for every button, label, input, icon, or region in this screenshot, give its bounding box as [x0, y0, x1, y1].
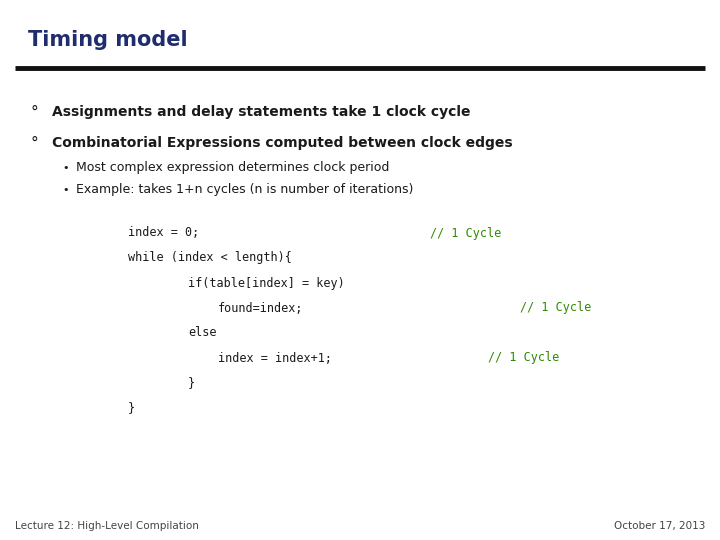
Text: Assignments and delay statements take 1 clock cycle: Assignments and delay statements take 1 … [52, 105, 470, 119]
Text: Timing model: Timing model [28, 30, 188, 50]
Text: if(table[index] = key): if(table[index] = key) [188, 276, 345, 289]
Text: // 1 Cycle: // 1 Cycle [520, 301, 591, 314]
Text: •: • [62, 185, 68, 195]
Text: // 1 Cycle: // 1 Cycle [488, 352, 559, 365]
Text: Combinatorial Expressions computed between clock edges: Combinatorial Expressions computed betwe… [52, 136, 513, 150]
Text: Lecture 12: High-Level Compilation: Lecture 12: High-Level Compilation [15, 521, 199, 531]
Text: }: } [188, 376, 195, 389]
Text: index = 0;: index = 0; [128, 226, 199, 240]
Text: October 17, 2013: October 17, 2013 [613, 521, 705, 531]
Text: •: • [62, 163, 68, 173]
Text: else: else [188, 327, 217, 340]
Text: °: ° [30, 136, 37, 151]
Text: while (index < length){: while (index < length){ [128, 252, 292, 265]
Text: // 1 Cycle: // 1 Cycle [430, 226, 501, 240]
Text: Example: takes 1+n cycles (n is number of iterations): Example: takes 1+n cycles (n is number o… [76, 184, 413, 197]
Text: }: } [128, 402, 135, 415]
Text: index = index+1;: index = index+1; [218, 352, 332, 365]
Text: °: ° [30, 105, 37, 119]
Text: found=index;: found=index; [218, 301, 304, 314]
Text: Most complex expression determines clock period: Most complex expression determines clock… [76, 161, 390, 174]
